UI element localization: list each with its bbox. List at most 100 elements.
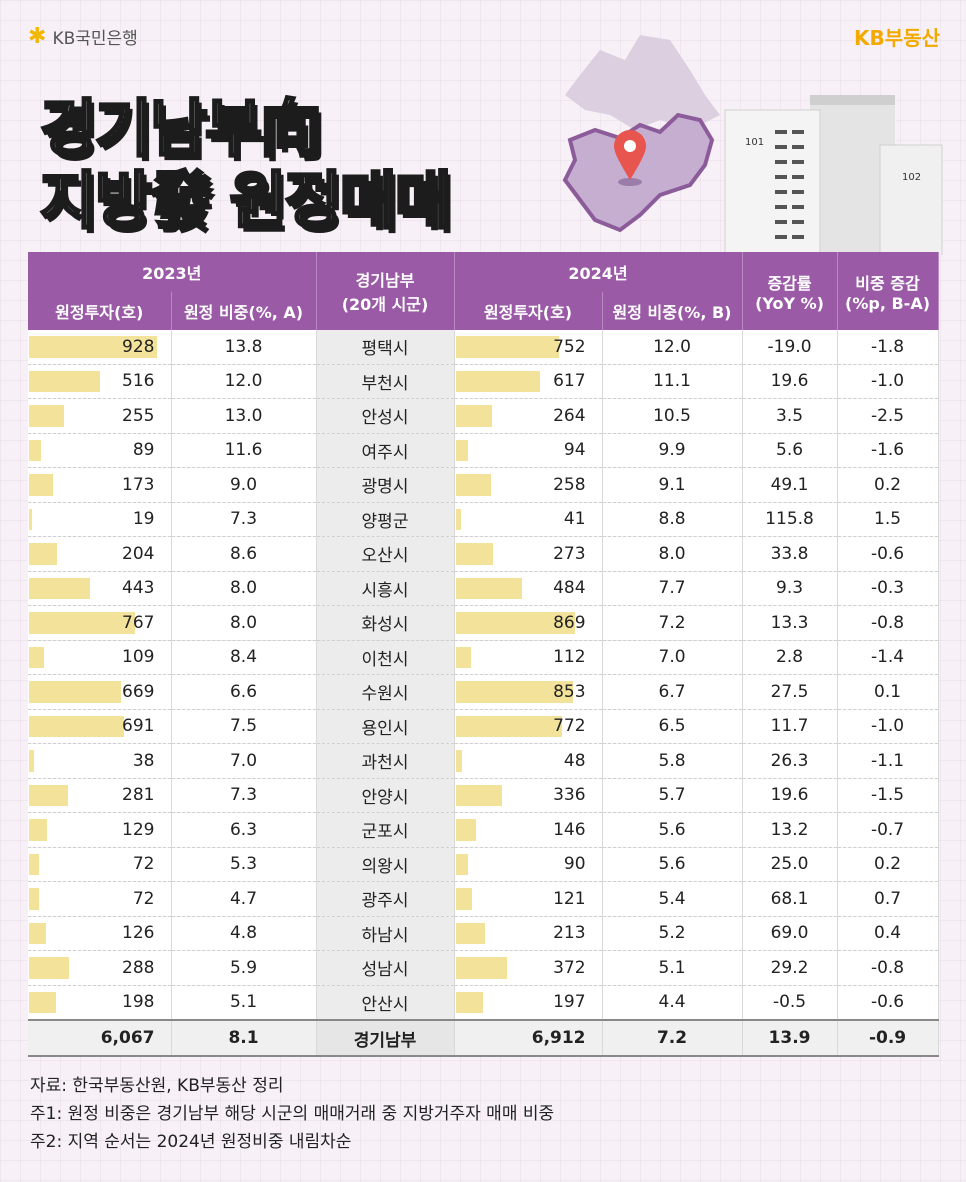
yoy-cell: 13.2 [742, 812, 838, 848]
share-2023-cell: 6.3 [171, 812, 317, 848]
share-2023-cell: 13.0 [171, 398, 317, 434]
share-2024-cell: 8.8 [602, 502, 743, 537]
share-2023-cell: 8.0 [171, 571, 317, 606]
value-bar [29, 646, 44, 668]
table-row: 72 4.7 광주시 121 5.4 68.1 0.7 [28, 881, 939, 917]
value-bar [29, 888, 39, 910]
header-share-a: 원정 비중(%, A) [171, 292, 317, 330]
location-pin-icon [614, 130, 646, 180]
value-bar [29, 508, 32, 530]
value-bar [455, 991, 483, 1013]
invest-2024-cell: 213 [454, 916, 603, 951]
value-bar [29, 612, 135, 634]
invest-2023-cell: 516 [28, 364, 172, 399]
value-bar [29, 577, 90, 599]
invest-2023-cell: 928 [28, 330, 172, 365]
yoy-cell: 49.1 [742, 467, 838, 503]
invest-2023-cell: 89 [28, 433, 172, 468]
share-diff-cell: -0.3 [837, 571, 939, 606]
value-bar [455, 439, 469, 461]
invest-2024-cell: 617 [454, 364, 603, 399]
total-region: 경기남부 [316, 1019, 455, 1057]
kb-bank-logo: ✱ KB국민은행 [28, 24, 138, 49]
value-bar [455, 508, 462, 530]
value-bar [455, 888, 473, 910]
city-cell: 의왕시 [316, 847, 455, 882]
city-cell: 광주시 [316, 881, 455, 917]
invest-2024-cell: 273 [454, 536, 603, 572]
share-diff-cell: 0.2 [837, 847, 939, 882]
southern-gyeonggi-map [562, 112, 715, 233]
value-bar [455, 922, 485, 944]
share-diff-cell: 0.4 [837, 916, 939, 951]
city-cell: 양평군 [316, 502, 455, 537]
share-diff-cell: -0.7 [837, 812, 939, 848]
city-cell: 수원시 [316, 674, 455, 710]
total-yoy: 13.9 [742, 1019, 838, 1057]
table-row: 126 4.8 하남시 213 5.2 69.0 0.4 [28, 916, 939, 951]
table-row: 767 8.0 화성시 869 7.2 13.3 -0.8 [28, 605, 939, 641]
invest-2024-cell: 853 [454, 674, 603, 710]
table-row: 129 6.3 군포시 146 5.6 13.2 -0.7 [28, 812, 939, 848]
table-row: 288 5.9 성남시 372 5.1 29.2 -0.8 [28, 950, 939, 986]
share-2024-cell: 8.0 [602, 536, 743, 572]
invest-2023-cell: 281 [28, 778, 172, 813]
share-2023-cell: 4.7 [171, 881, 317, 917]
star-icon: ✱ [28, 23, 47, 49]
total-share-diff: -0.9 [837, 1019, 939, 1057]
yoy-cell: 29.2 [742, 950, 838, 986]
city-cell: 여주시 [316, 433, 455, 468]
share-2024-cell: 5.8 [602, 743, 743, 779]
city-cell: 이천시 [316, 640, 455, 675]
invest-2024-cell: 372 [454, 950, 603, 986]
invest-2024-cell: 869 [454, 605, 603, 641]
notes: 자료: 한국부동산원, KB부동산 정리 주1: 원정 비중은 경기남부 해당 … [30, 1072, 554, 1156]
svg-text:102: 102 [902, 172, 921, 183]
value-bar [455, 646, 471, 668]
share-2023-cell: 6.6 [171, 674, 317, 710]
header-invest-2023: 원정투자(호) [28, 292, 172, 330]
city-cell: 화성시 [316, 605, 455, 641]
value-bar [455, 336, 560, 358]
share-2023-cell: 13.8 [171, 330, 317, 365]
value-bar [455, 543, 494, 565]
share-diff-cell: -2.5 [837, 398, 939, 434]
share-diff-cell: -0.6 [837, 536, 939, 572]
share-diff-cell: -0.8 [837, 950, 939, 986]
yoy-cell: 27.5 [742, 674, 838, 710]
header-invest-2024: 원정투자(호) [454, 292, 603, 330]
share-2023-cell: 7.5 [171, 709, 317, 744]
map-illustration: 101 102 [562, 35, 943, 255]
header-yoy: 증감률 (YoY %) [742, 252, 838, 330]
yoy-cell: 19.6 [742, 364, 838, 399]
invest-2023-cell: 691 [28, 709, 172, 744]
share-2023-cell: 5.9 [171, 950, 317, 986]
table-row: 516 12.0 부천시 617 11.1 19.6 -1.0 [28, 364, 939, 399]
value-bar [29, 750, 35, 772]
table-row: 109 8.4 이천시 112 7.0 2.8 -1.4 [28, 640, 939, 675]
value-bar [455, 405, 492, 427]
header-share-diff: 비중 증감 (%p, B-A) [837, 252, 939, 330]
title-line-2: 지방發 원정매매 [39, 163, 454, 239]
share-diff-cell: -1.4 [837, 640, 939, 675]
table-row: 38 7.0 과천시 48 5.8 26.3 -1.1 [28, 743, 939, 779]
apartment-building-101: 101 [724, 109, 821, 255]
yoy-cell: 9.3 [742, 571, 838, 606]
yoy-cell: 25.0 [742, 847, 838, 882]
share-2024-cell: 5.4 [602, 881, 743, 917]
value-bar [29, 819, 47, 841]
city-cell: 부천시 [316, 364, 455, 399]
share-2024-cell: 7.2 [602, 605, 743, 641]
brand-left: KB국민은행 [52, 29, 138, 49]
share-2023-cell: 4.8 [171, 916, 317, 951]
share-2023-cell: 5.1 [171, 985, 317, 1021]
share-2023-cell: 8.6 [171, 536, 317, 572]
invest-2023-cell: 767 [28, 605, 172, 641]
yoy-cell: 2.8 [742, 640, 838, 675]
table-row: 72 5.3 의왕시 90 5.6 25.0 0.2 [28, 847, 939, 882]
value-bar [455, 681, 573, 703]
invest-2024-cell: 146 [454, 812, 603, 848]
table-row: 89 11.6 여주시 94 9.9 5.6 -1.6 [28, 433, 939, 468]
total-invest-2023: 6,067 [28, 1019, 172, 1057]
yoy-cell: 5.6 [742, 433, 838, 468]
